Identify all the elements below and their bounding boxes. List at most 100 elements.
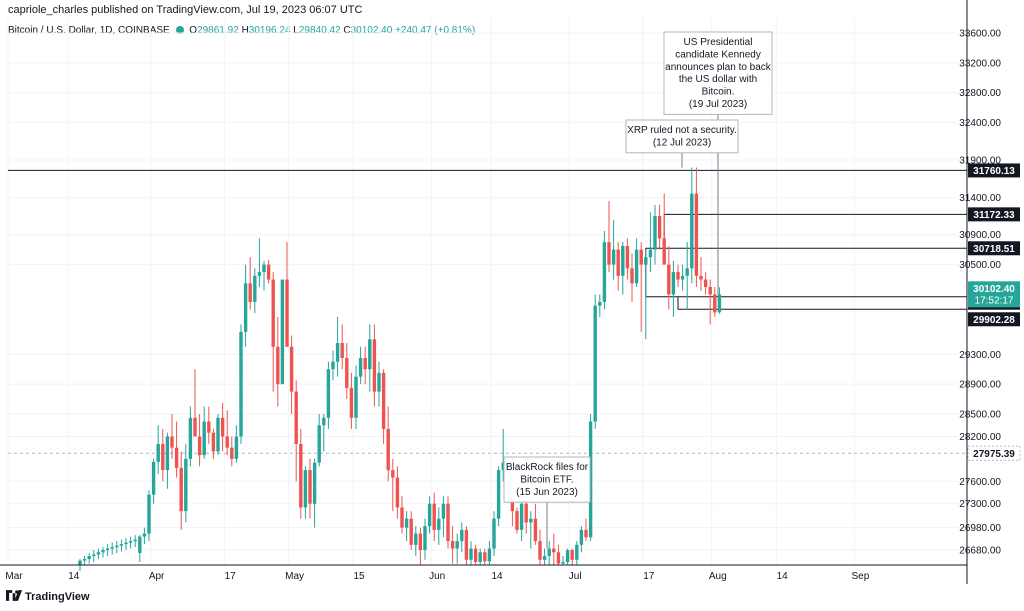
tradingview-footer[interactable]: TradingView <box>6 590 90 603</box>
candle-body <box>188 417 193 459</box>
candle-body <box>441 503 446 519</box>
annotation-callout[interactable]: XRP ruled not a security.(12 Jul 2023) <box>625 119 739 168</box>
x-tick-label: Mar <box>5 571 23 582</box>
candle-body <box>225 436 229 448</box>
annotation-text: BlackRock files for <box>506 462 589 473</box>
candle-body <box>276 346 280 385</box>
candle-body <box>533 518 538 542</box>
candle-body <box>621 245 625 276</box>
level-badge[interactable]: 30718.51 <box>973 244 1015 255</box>
annotation-text: the US dollar with <box>679 74 757 85</box>
current-price-badge-bg[interactable] <box>968 281 1020 308</box>
candle-body <box>202 421 206 456</box>
candle-body <box>644 257 648 265</box>
candle-body <box>501 462 505 471</box>
candle-body <box>575 544 579 560</box>
y-tick-label: 28900.00 <box>959 380 1001 391</box>
candle-body <box>473 548 478 563</box>
high-label: H <box>241 25 249 36</box>
level-badge-bg[interactable] <box>968 207 1020 222</box>
candle-body <box>400 507 404 528</box>
candle-body <box>515 511 519 530</box>
close-label: C <box>343 25 351 36</box>
open-value: 29861.92 <box>197 25 239 36</box>
candle-body <box>115 545 119 548</box>
horizontal-levels[interactable] <box>8 169 967 454</box>
annotation-text: announces plan to back <box>665 62 772 73</box>
annotation-box[interactable] <box>663 31 773 115</box>
axes[interactable]: 26680.00 26980.00 27300.00 27600.00 28200.00… <box>0 0 1021 584</box>
candle-body <box>381 372 386 429</box>
candle-body <box>616 249 620 276</box>
level-badge-bg[interactable] <box>968 241 1020 256</box>
y-tick-label: 26680.00 <box>959 546 1001 557</box>
candle-body <box>469 548 473 560</box>
candle-body <box>326 369 331 418</box>
high-value: 30196.24 <box>248 25 291 36</box>
candle-body <box>151 461 156 495</box>
x-tick-label: May <box>285 571 304 582</box>
candle-body <box>584 529 588 538</box>
tradingview-logo-icon <box>6 590 22 601</box>
candle-body <box>142 533 147 537</box>
candle-body <box>404 518 409 528</box>
candle-body <box>639 249 643 265</box>
candles <box>78 167 722 571</box>
candle-body <box>358 358 363 377</box>
candle-body <box>124 542 128 545</box>
candle-body <box>455 541 459 549</box>
candle-body <box>377 372 381 392</box>
candle-body <box>547 548 551 557</box>
candle-body <box>446 503 450 542</box>
level-badge-bg[interactable] <box>968 163 1020 178</box>
candle-body <box>680 275 685 280</box>
candle-body <box>128 541 133 543</box>
candle-body <box>676 272 680 280</box>
candle-body <box>565 550 570 563</box>
candle-body <box>147 494 151 534</box>
y-tick-label: 30900.00 <box>959 230 1001 241</box>
low-label: L <box>293 25 299 36</box>
candle-body <box>432 503 436 530</box>
candle-body <box>611 249 616 265</box>
candle-body <box>340 343 344 359</box>
annotation-text: Bitcoin. <box>702 87 735 98</box>
candle-body <box>335 343 340 362</box>
level-badge[interactable]: 31760.13 <box>973 166 1015 177</box>
annotation-box[interactable] <box>503 456 591 503</box>
candle-body <box>257 272 262 276</box>
candle-body <box>483 552 487 562</box>
annotation-text: (12 Jul 2023) <box>653 137 711 148</box>
candle-body <box>216 417 220 452</box>
candle-body <box>395 477 400 508</box>
dashed-level-badge-bg[interactable] <box>968 446 1020 461</box>
symbol-label[interactable]: Bitcoin / U.S. Dollar, 1D, COINBASE <box>8 25 170 36</box>
candle-body <box>308 470 312 504</box>
candle-body <box>671 272 676 295</box>
x-tick-label: 14 <box>491 571 503 582</box>
level-badge-bg[interactable] <box>968 312 1020 327</box>
y-tick-label: 33200.00 <box>959 58 1001 69</box>
annotation-box[interactable] <box>625 119 739 154</box>
candle-body <box>179 467 183 512</box>
candle-body <box>133 539 137 542</box>
candle-body <box>253 275 257 302</box>
level-badge[interactable]: 29902.28 <box>973 315 1015 326</box>
candle-body <box>248 283 252 302</box>
open-label: O <box>189 25 198 36</box>
candle-body <box>418 533 423 551</box>
candle-body <box>713 294 717 313</box>
y-tick-label: 27600.00 <box>959 477 1001 488</box>
dashed-level-badge[interactable]: 27975.39 <box>973 449 1015 460</box>
candle-body <box>464 529 469 560</box>
level-badge[interactable]: 31172.33 <box>973 210 1015 221</box>
candle-body <box>529 518 533 523</box>
y-tick-label: 31900.00 <box>959 155 1001 166</box>
candle-body <box>280 279 285 385</box>
current-price-label[interactable]: 30102.40 <box>973 284 1015 295</box>
annotation-text: XRP ruled not a security. <box>627 125 737 136</box>
